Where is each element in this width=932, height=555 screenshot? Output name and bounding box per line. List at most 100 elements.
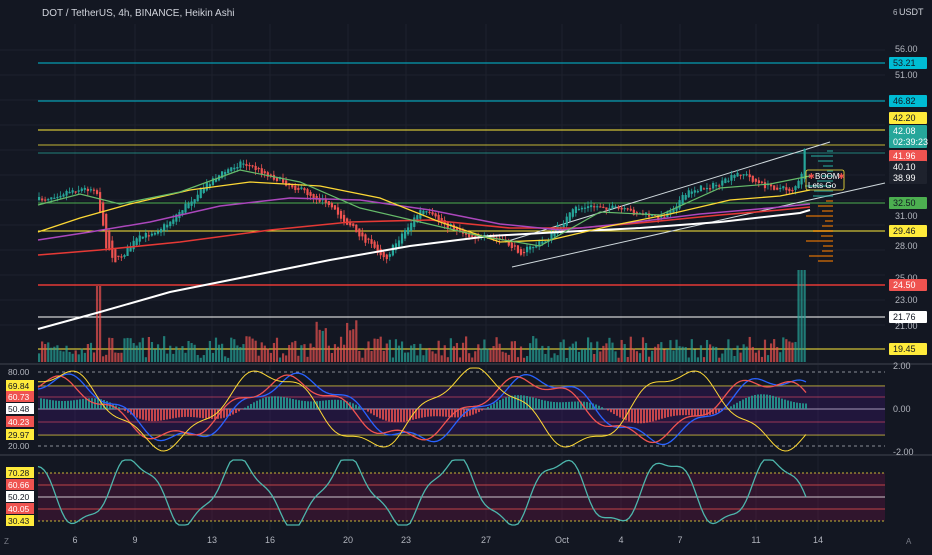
osc1-histogram-bar xyxy=(160,409,162,421)
candle-body xyxy=(233,168,235,170)
volume-bar xyxy=(148,337,150,362)
volume-bar xyxy=(212,353,214,362)
volume-bar xyxy=(78,354,80,362)
osc1-histogram-bar xyxy=(547,401,549,409)
candle-body xyxy=(435,213,437,216)
volume-bar xyxy=(81,349,83,362)
candle-body xyxy=(303,188,305,190)
volume-bar xyxy=(313,347,315,362)
volume-bar xyxy=(355,320,357,362)
volume-bar xyxy=(50,348,52,362)
candle-body xyxy=(78,190,80,191)
volume-bar xyxy=(41,341,43,362)
volume-bar xyxy=(651,351,653,362)
time-tick-label: Oct xyxy=(555,535,570,545)
candle-body xyxy=(797,181,799,188)
volume-bar xyxy=(102,356,104,362)
volume-bar xyxy=(465,336,467,362)
volume-bar xyxy=(703,357,705,362)
candle-body xyxy=(352,223,354,226)
volume-bar xyxy=(553,353,555,362)
price-badge-label: 02:39:23 xyxy=(893,137,928,147)
osc1-axis-label: 0.00 xyxy=(893,404,911,414)
osc1-histogram-bar xyxy=(778,398,780,409)
volume-bar xyxy=(288,345,290,362)
volume-bar xyxy=(334,344,336,362)
osc2-level-label: 30.43 xyxy=(8,516,30,526)
candle-body xyxy=(706,188,708,189)
volume-bar xyxy=(203,355,205,362)
osc1-histogram-bar xyxy=(340,400,342,409)
candle-body xyxy=(123,255,125,257)
volume-bar xyxy=(456,343,458,362)
volume-bar xyxy=(541,346,543,362)
osc1-histogram-bar xyxy=(589,403,591,409)
osc1-histogram-bar xyxy=(55,401,57,409)
candle-body xyxy=(624,208,626,209)
candle-body xyxy=(166,225,168,228)
volume-profile-row xyxy=(818,260,833,262)
volume-profile-row xyxy=(823,165,833,167)
candle-body xyxy=(413,217,415,227)
volume-bar xyxy=(483,340,485,362)
auto-scale-icon[interactable]: A xyxy=(906,537,912,546)
volume-bar xyxy=(511,341,513,362)
volume-bar xyxy=(633,349,635,362)
osc1-histogram-bar xyxy=(481,409,483,410)
volume-bar xyxy=(206,348,208,362)
volume-bar xyxy=(422,355,424,362)
candle-body xyxy=(727,181,729,182)
z-icon[interactable]: Z xyxy=(4,537,9,546)
osc1-histogram-bar xyxy=(541,400,543,409)
candle-body xyxy=(685,195,687,200)
volume-bar xyxy=(69,352,71,362)
volume-bar xyxy=(593,354,595,362)
volume-bar xyxy=(65,346,67,362)
volume-bar xyxy=(316,322,318,362)
osc1-histogram-bar xyxy=(664,409,666,418)
candle-body xyxy=(361,232,363,236)
candle-body xyxy=(529,246,531,249)
candle-body xyxy=(575,207,577,213)
candle-body xyxy=(197,195,199,202)
volume-bar xyxy=(480,348,482,362)
candle-body xyxy=(227,169,229,173)
candle-body xyxy=(605,207,607,209)
candle-body xyxy=(41,199,43,201)
volume-bar xyxy=(410,345,412,362)
volume-bar xyxy=(62,351,64,362)
volume-bar xyxy=(694,349,696,362)
osc2-level-label: 70.28 xyxy=(8,468,30,478)
osc1-histogram-bar xyxy=(697,409,699,416)
candle-body xyxy=(794,186,796,190)
candle-body xyxy=(694,190,696,192)
candle-body xyxy=(154,233,156,235)
volume-bar xyxy=(96,286,98,362)
volume-bar xyxy=(133,343,135,362)
volume-bar xyxy=(108,338,110,362)
volume-bar xyxy=(252,339,254,362)
osc1-axis-label: 2.00 xyxy=(893,361,911,371)
candle-body xyxy=(59,196,61,198)
volume-bar xyxy=(343,345,345,362)
osc2-level-label: 40.05 xyxy=(8,504,30,514)
volume-bar xyxy=(425,350,427,362)
candle-body xyxy=(47,199,49,200)
symbol-title[interactable]: DOT / TetherUS, 4h, BINANCE, Heikin Ashi xyxy=(42,8,234,19)
candle-body xyxy=(50,197,52,199)
candle-body xyxy=(590,205,592,207)
volume-bar xyxy=(160,349,162,362)
osc1-histogram-bar xyxy=(694,409,696,416)
volume-bar xyxy=(697,357,699,362)
volume-bar xyxy=(364,349,366,362)
currency-label[interactable]: USDT xyxy=(899,7,924,17)
volume-bar xyxy=(200,358,202,362)
volume-bar xyxy=(383,351,385,362)
volume-bar xyxy=(239,347,241,362)
volume-bar xyxy=(569,347,571,362)
volume-bar xyxy=(767,355,769,362)
volume-bar xyxy=(282,353,284,362)
volume-bar xyxy=(718,358,720,362)
volume-bar xyxy=(340,337,342,362)
